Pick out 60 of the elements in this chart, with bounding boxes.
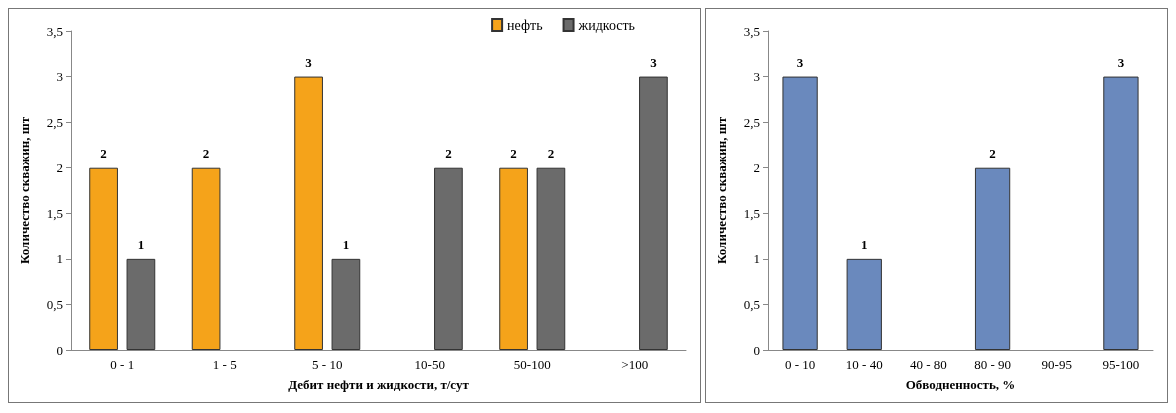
y-tick-label: 0 xyxy=(56,342,63,358)
x-tick-label: 95-100 xyxy=(1102,357,1140,372)
y-tick-label: 2 xyxy=(56,160,63,176)
y-tick-label: 2 xyxy=(753,160,760,176)
bar xyxy=(126,258,156,350)
data-label: 3 xyxy=(796,54,804,70)
bar xyxy=(536,167,566,350)
y-tick-label: 3 xyxy=(753,69,760,85)
x-tick-label: 40 - 80 xyxy=(909,357,947,372)
data-label: 3 xyxy=(650,54,658,70)
bar xyxy=(499,167,528,350)
y-tick-label: 3,5 xyxy=(46,23,63,39)
y-tick-label: 2,5 xyxy=(46,114,63,130)
data-label: 2 xyxy=(445,145,452,161)
bar xyxy=(1103,76,1139,350)
x-tick-label: 0 - 10 xyxy=(784,357,816,372)
bar xyxy=(639,76,668,350)
y-tick-label: 1 xyxy=(753,251,760,267)
data-label: 3 xyxy=(305,54,313,70)
y-tick-label: 1,5 xyxy=(743,205,760,221)
x-axis-title: Обводненность, % xyxy=(905,377,1016,392)
data-label: 2 xyxy=(202,145,210,161)
data-label: 2 xyxy=(510,145,517,161)
data-label: 2 xyxy=(547,145,555,161)
legend-label: жидкость xyxy=(577,17,636,33)
x-tick-label: 5 - 10 xyxy=(312,357,343,372)
data-label: 3 xyxy=(1117,54,1125,70)
bar xyxy=(434,167,463,350)
y-tick-label: 2,5 xyxy=(743,114,760,130)
bar xyxy=(89,167,118,350)
x-tick-label: 50-100 xyxy=(513,357,551,372)
data-label: 1 xyxy=(137,236,145,252)
bar xyxy=(191,167,221,350)
bar xyxy=(974,167,1011,350)
y-tick-label: 3,5 xyxy=(743,23,760,39)
y-tick-label: 0,5 xyxy=(46,296,63,312)
legend-label: нефть xyxy=(507,17,543,33)
data-label: 1 xyxy=(342,236,350,252)
data-label: 2 xyxy=(989,145,996,161)
x-tick-label: 10 - 40 xyxy=(845,357,883,372)
y-axis-title: Количество скважин, шт xyxy=(17,116,32,265)
x-tick-label: 1 - 5 xyxy=(212,357,237,372)
y-tick-label: 1 xyxy=(56,251,63,267)
x-tick-label: 80 - 90 xyxy=(974,357,1012,372)
y-tick-label: 0 xyxy=(753,342,760,358)
x-axis-title: Дебит нефти и жидкости, т/сут xyxy=(288,377,470,392)
x-tick-label: 10-50 xyxy=(414,357,445,372)
bar xyxy=(331,258,361,350)
x-tick-label: 90-95 xyxy=(1041,357,1072,372)
data-label: 1 xyxy=(861,236,868,252)
y-axis-title: Количество скважин, шт xyxy=(714,116,729,265)
x-tick-label: >100 xyxy=(621,357,649,372)
y-tick-label: 1,5 xyxy=(46,205,63,221)
bar xyxy=(294,76,323,350)
bar xyxy=(846,258,882,350)
x-tick-label: 0 - 1 xyxy=(110,357,135,372)
bar xyxy=(782,76,818,350)
data-label: 2 xyxy=(100,145,107,161)
y-tick-label: 0,5 xyxy=(743,296,760,312)
y-tick-label: 3 xyxy=(56,69,63,85)
